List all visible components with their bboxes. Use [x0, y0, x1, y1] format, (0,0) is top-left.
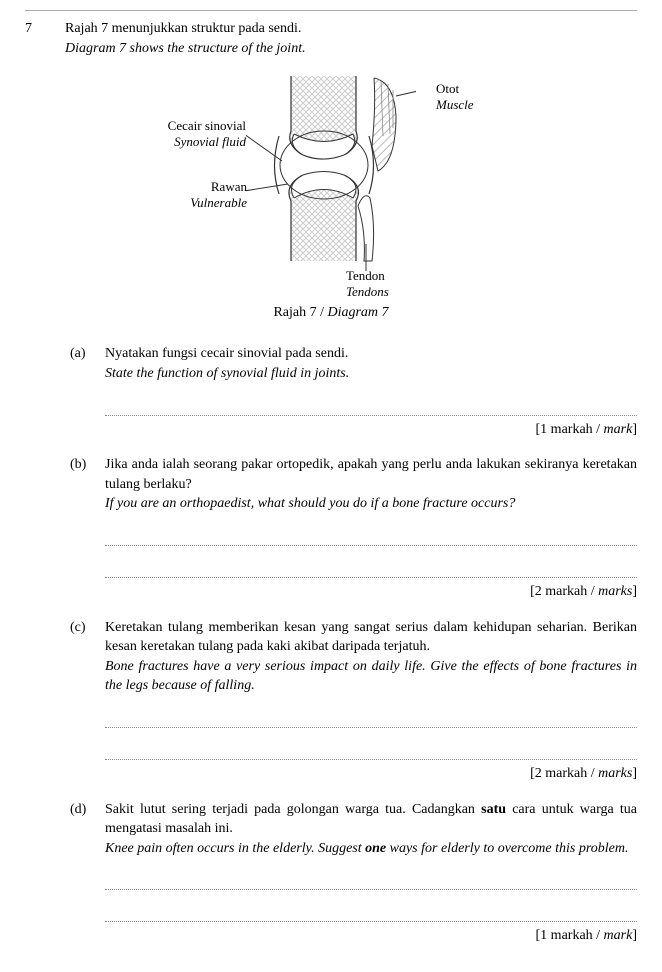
label-synovial-en: Synovial fluid — [174, 134, 246, 149]
answer-line-b1 — [105, 524, 637, 546]
diagram-container: Otot Muscle Cecair sinovial Synovial flu… — [25, 76, 637, 283]
part-d-ms-bold: satu — [481, 802, 506, 817]
part-b-ms: Jika anda ialah seorang pakar ortopedik,… — [105, 455, 637, 494]
marks-d-en: mark — [604, 928, 633, 943]
label-tendon-ms: Tendon — [346, 268, 385, 283]
label-muscle-en: Muscle — [436, 97, 474, 112]
marks-b-ms: [2 markah / — [530, 584, 598, 599]
part-c: (c) Keretakan tulang memberikan kesan ya… — [70, 618, 637, 696]
caption-en: Diagram 7 — [327, 305, 388, 320]
marks-d: [1 markah / mark] — [25, 926, 637, 946]
label-cartilage: Rawan Vulnerable — [177, 179, 247, 210]
marks-a-close: ] — [632, 422, 637, 437]
marks-b: [2 markah / marks] — [25, 582, 637, 602]
marks-a-en: mark — [604, 422, 633, 437]
marks-c-ms: [2 markah / — [530, 766, 598, 781]
caption-ms: Rajah 7 / — [273, 305, 327, 320]
marks-c-close: ] — [632, 766, 637, 781]
part-d-ms: Sakit lutut sering terjadi pada golongan… — [105, 800, 637, 839]
answer-line-c2 — [105, 738, 637, 760]
part-a-letter: (a) — [70, 344, 105, 383]
part-a-body: Nyatakan fungsi cecair sinovial pada sen… — [105, 344, 637, 383]
question-intro: Rajah 7 menunjukkan struktur pada sendi.… — [65, 19, 637, 58]
part-d-en1: Knee pain often occurs in the elderly. S… — [105, 841, 365, 856]
label-tendon-en: Tendons — [346, 284, 389, 299]
answer-line-d1 — [105, 868, 637, 890]
question-7: 7 Rajah 7 menunjukkan struktur pada send… — [25, 19, 637, 58]
part-d-en-bold: one — [365, 841, 386, 856]
part-a-en: State the function of synovial fluid in … — [105, 364, 637, 384]
answer-line-a1 — [105, 394, 637, 416]
label-synovial: Cecair sinovial Synovial fluid — [156, 118, 246, 149]
marks-c: [2 markah / marks] — [25, 764, 637, 784]
part-b-body: Jika anda ialah seorang pakar ortopedik,… — [105, 455, 637, 514]
label-cartilage-en: Vulnerable — [190, 195, 247, 210]
joint-svg — [246, 76, 416, 271]
label-muscle: Otot Muscle — [436, 81, 474, 112]
marks-b-en: marks — [598, 584, 632, 599]
part-c-letter: (c) — [70, 618, 105, 696]
part-a-ms: Nyatakan fungsi cecair sinovial pada sen… — [105, 344, 637, 364]
question-number: 7 — [25, 19, 65, 58]
part-d: (d) Sakit lutut sering terjadi pada golo… — [70, 800, 637, 859]
label-muscle-ms: Otot — [436, 81, 459, 96]
page-top-border — [25, 10, 637, 11]
label-synovial-ms: Cecair sinovial — [168, 118, 246, 133]
part-d-ms1: Sakit lutut sering terjadi pada golongan… — [105, 802, 481, 817]
answer-line-d2 — [105, 900, 637, 922]
intro-english: Diagram 7 shows the structure of the joi… — [65, 39, 637, 59]
part-d-en: Knee pain often occurs in the elderly. S… — [105, 839, 637, 859]
part-c-ms: Keretakan tulang memberikan kesan yang s… — [105, 618, 637, 657]
part-b-en: If you are an orthopaedist, what should … — [105, 494, 637, 514]
part-c-en: Bone fractures have a very serious impac… — [105, 657, 637, 696]
marks-d-close: ] — [632, 928, 637, 943]
part-d-letter: (d) — [70, 800, 105, 859]
marks-d-ms: [1 markah / — [536, 928, 604, 943]
intro-malay: Rajah 7 menunjukkan struktur pada sendi. — [65, 19, 637, 39]
part-a: (a) Nyatakan fungsi cecair sinovial pada… — [70, 344, 637, 383]
label-tendon: Tendon Tendons — [346, 268, 389, 299]
part-b-letter: (b) — [70, 455, 105, 514]
marks-b-close: ] — [632, 584, 637, 599]
diagram-caption: Rajah 7 / Diagram 7 — [25, 303, 637, 323]
part-d-body: Sakit lutut sering terjadi pada golongan… — [105, 800, 637, 859]
marks-a-ms: [1 markah / — [536, 422, 604, 437]
part-c-body: Keretakan tulang memberikan kesan yang s… — [105, 618, 637, 696]
marks-a: [1 markah / mark] — [25, 420, 637, 440]
part-d-en2: ways for elderly to overcome this proble… — [386, 841, 628, 856]
label-cartilage-ms: Rawan — [211, 179, 247, 194]
marks-c-en: marks — [598, 766, 632, 781]
joint-diagram: Otot Muscle Cecair sinovial Synovial flu… — [161, 76, 501, 276]
answer-line-c1 — [105, 706, 637, 728]
part-b: (b) Jika anda ialah seorang pakar ortope… — [70, 455, 637, 514]
answer-line-b2 — [105, 556, 637, 578]
